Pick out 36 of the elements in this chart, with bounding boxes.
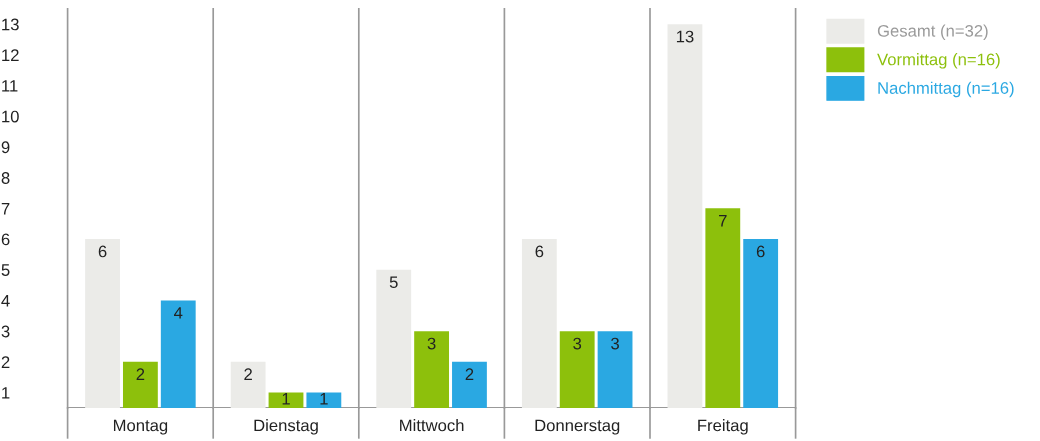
data-label: 6 bbox=[756, 245, 765, 258]
data-label: 3 bbox=[427, 337, 436, 350]
data-label: 6 bbox=[98, 245, 107, 258]
y-tick-label: 13 bbox=[2, 18, 19, 31]
data-label: 2 bbox=[465, 368, 474, 380]
y-tick-label: 12 bbox=[2, 49, 19, 61]
y-tick-label: 8 bbox=[1, 172, 10, 184]
data-label: 5 bbox=[389, 276, 398, 289]
data-label: 4 bbox=[174, 307, 183, 319]
x-tick-label: Montag bbox=[113, 419, 168, 435]
x-tick-label: Mittwoch bbox=[400, 419, 464, 432]
x-tick-label: Donnerstag bbox=[535, 419, 620, 435]
data-label: 1 bbox=[282, 393, 290, 405]
data-label: 1 bbox=[320, 393, 328, 405]
y-tick-label: 10 bbox=[2, 110, 19, 123]
legend-label: Vormittag (n=16) bbox=[877, 53, 1000, 69]
legend-label: Gesamt (n=32) bbox=[877, 24, 988, 41]
y-tick-label: 5 bbox=[1, 264, 10, 276]
data-label: 6 bbox=[535, 245, 544, 258]
y-tick-label: 3 bbox=[1, 325, 10, 338]
data-label: 2 bbox=[136, 368, 145, 380]
y-tick-label: 1 bbox=[2, 387, 10, 399]
data-label: 3 bbox=[611, 337, 619, 350]
y-tick-label: 4 bbox=[1, 295, 10, 307]
legend-label: Nachmittag (n=16) bbox=[878, 81, 1014, 98]
y-tick-label: 2 bbox=[1, 356, 10, 368]
y-tick-label: 11 bbox=[2, 80, 18, 92]
data-label: 2 bbox=[244, 368, 252, 380]
x-tick-label: Dienstag bbox=[254, 419, 318, 435]
y-tick-label: 7 bbox=[1, 202, 10, 215]
data-label: 7 bbox=[719, 215, 727, 227]
y-tick-label: 6 bbox=[1, 233, 10, 246]
data-label: 3 bbox=[573, 337, 582, 350]
x-tick-label: Freitag bbox=[698, 419, 748, 435]
data-label: 13 bbox=[676, 30, 694, 43]
y-tick-label: 9 bbox=[1, 141, 10, 154]
